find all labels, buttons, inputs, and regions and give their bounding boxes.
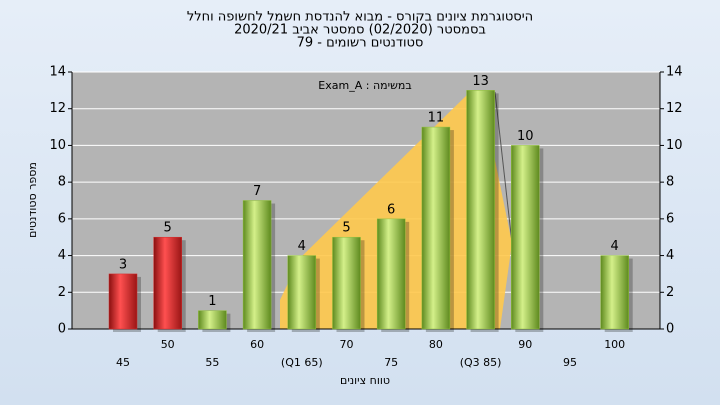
y-axis-label: מספר סטודנטים: [26, 162, 39, 238]
bar: [242, 200, 272, 330]
y2-tick-label: 4: [666, 248, 674, 263]
x-tick-label: 45: [116, 356, 130, 369]
y-tick-label: 4: [58, 248, 66, 263]
bar: [421, 126, 451, 330]
chart-title: היסטוגרמת ציונים בקורס - מבוא להנדסת חשמ…: [187, 10, 533, 25]
chart-subtitle: בסמסטר (02/2020) סמסטר אביב 2020/21: [234, 23, 486, 38]
bar: [466, 90, 495, 330]
value-label: 10: [517, 129, 534, 144]
value-label: 7: [253, 184, 261, 199]
bar: [600, 255, 629, 330]
y-tick-label: 10: [49, 138, 66, 153]
x-tick-label: 100: [604, 338, 625, 351]
y-tick-label: 0: [58, 322, 66, 337]
value-label: 6: [387, 202, 395, 217]
value-label: 4: [611, 239, 619, 254]
value-label: 13: [472, 74, 489, 89]
y-tick-label: 14: [49, 65, 66, 80]
value-label: 1: [208, 294, 216, 309]
y2-tick-label: 6: [666, 211, 674, 226]
value-label: 3: [119, 257, 127, 272]
x-tick-label: 80: [429, 338, 443, 351]
bar: [108, 273, 138, 330]
x-tick-label: 90: [518, 338, 532, 351]
x-tick-label: 55: [205, 356, 219, 369]
y2-tick-label: 12: [666, 101, 683, 116]
x-tick-label: 95: [563, 356, 577, 369]
x-axis-label: טווח ציונים: [340, 374, 390, 387]
bar: [198, 310, 227, 330]
bar: [153, 236, 182, 330]
x-tick-label: (Q1 65): [281, 356, 323, 369]
bar: [511, 145, 540, 330]
y-tick-label: 2: [58, 285, 66, 300]
chart-subtitle: סטודנטים רשומים - 79: [297, 36, 424, 51]
bar: [332, 236, 361, 330]
x-tick-label: 75: [384, 356, 398, 369]
y2-tick-label: 14: [666, 65, 683, 80]
bar: [287, 255, 317, 330]
y2-tick-label: 10: [666, 138, 683, 153]
bar: [376, 218, 406, 330]
x-tick-label: 50: [161, 338, 175, 351]
annotation: במשימה : Exam_A: [318, 79, 411, 92]
y2-tick-label: 8: [666, 175, 674, 190]
x-tick-label: 60: [250, 338, 264, 351]
y-tick-label: 12: [49, 101, 66, 116]
y-tick-label: 8: [58, 175, 66, 190]
x-tick-label: (Q3 85): [460, 356, 502, 369]
value-label: 5: [164, 221, 172, 236]
y2-tick-label: 0: [666, 322, 674, 337]
y2-tick-label: 2: [666, 285, 674, 300]
value-label: 11: [428, 111, 445, 126]
y-tick-label: 6: [58, 211, 66, 226]
value-label: 5: [342, 221, 350, 236]
x-tick-label: 70: [340, 338, 354, 351]
value-label: 4: [298, 239, 306, 254]
iqr-edge: [494, 91, 513, 244]
